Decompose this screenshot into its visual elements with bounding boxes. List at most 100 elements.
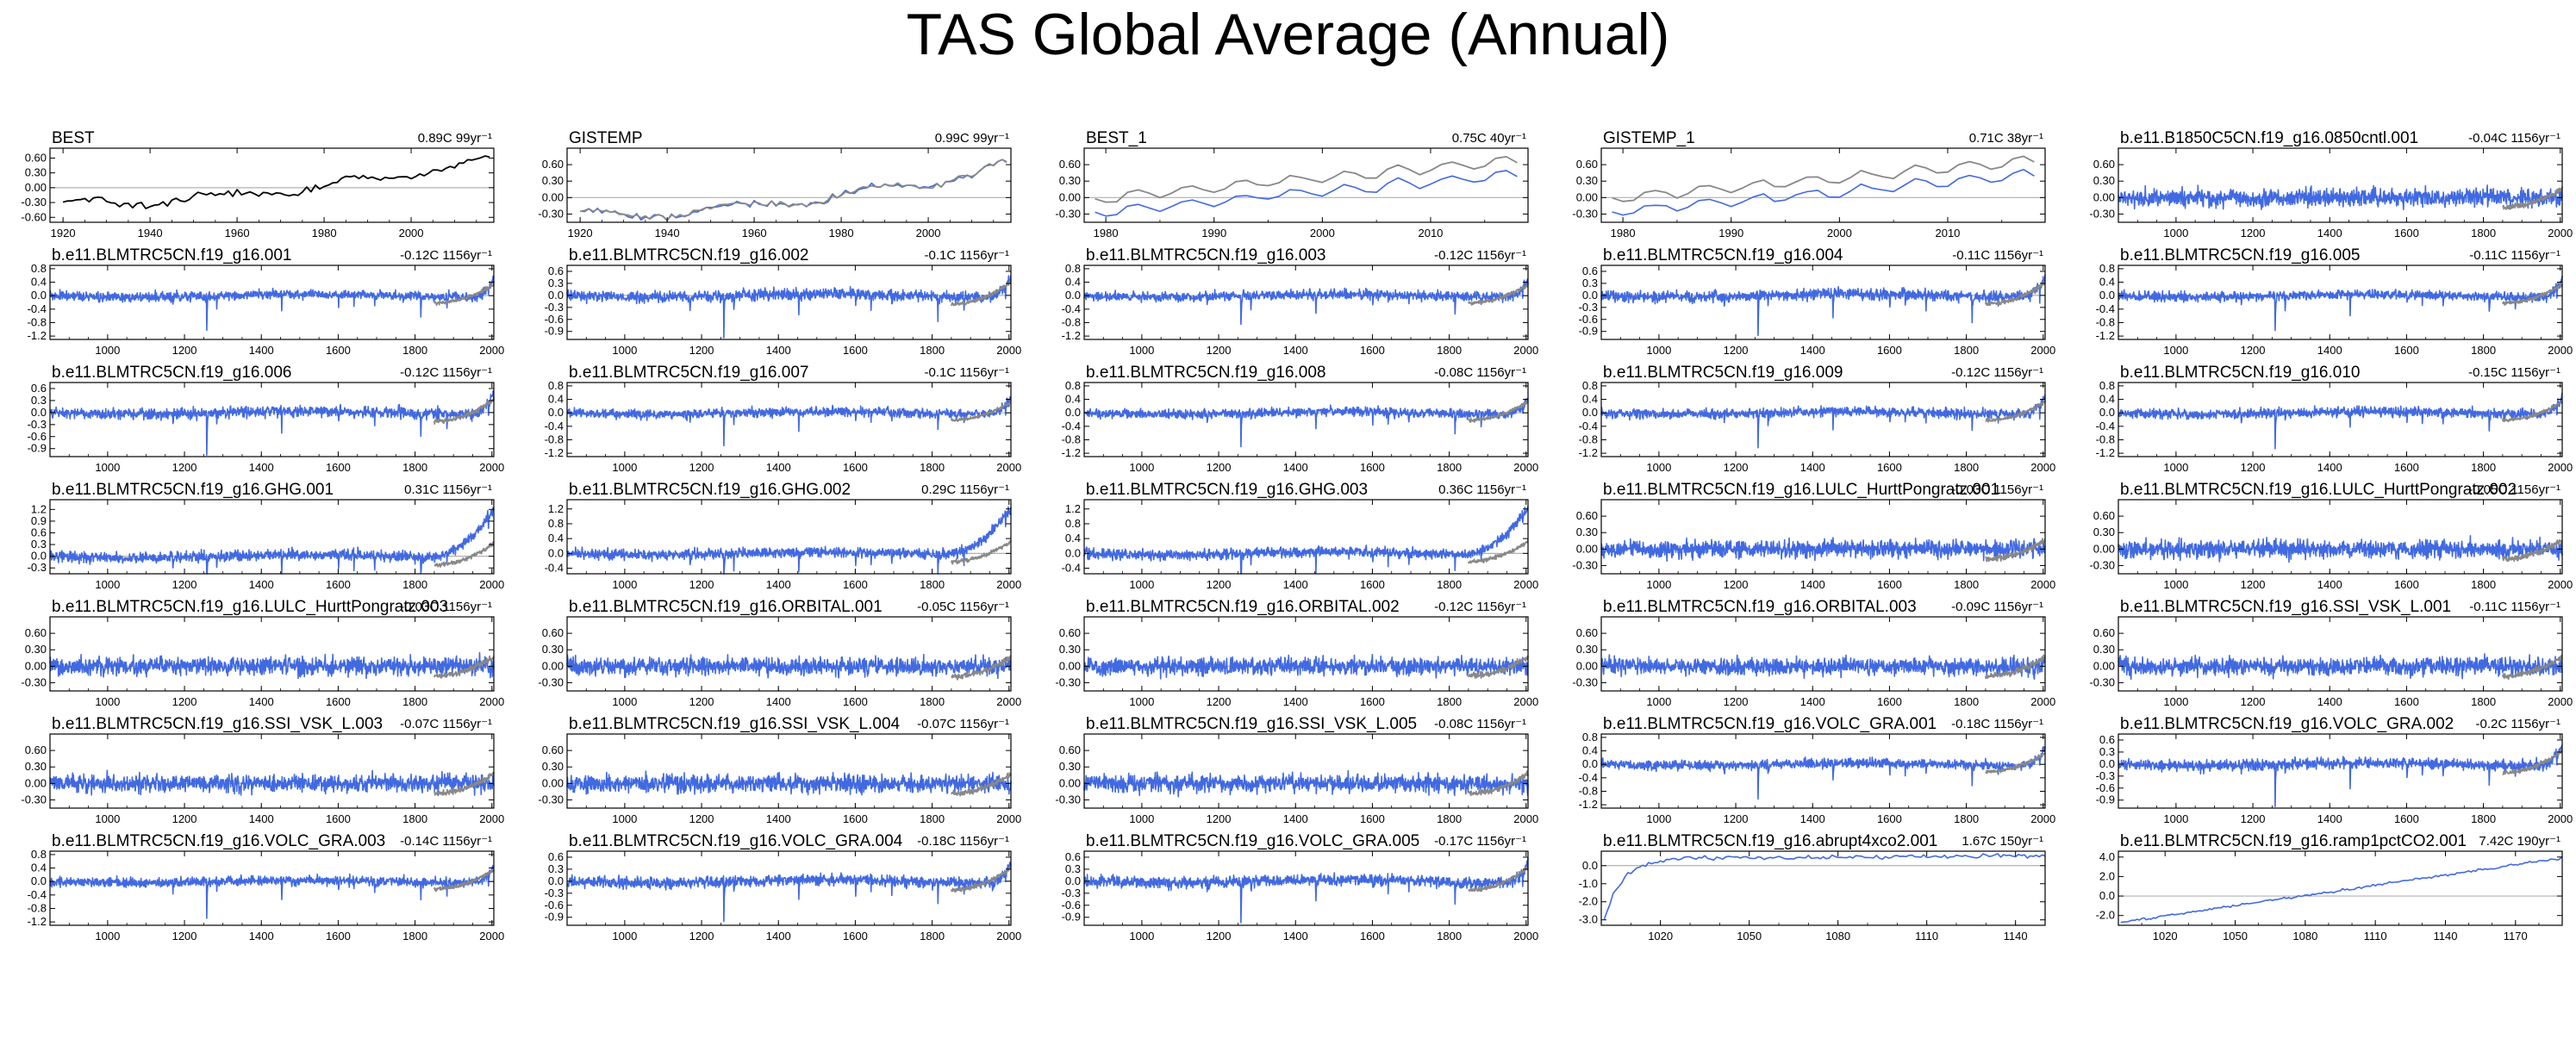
chart-panel: b.e11.BLMTRC5CN.f19_g16.004 -0.11C 1156yr…: [1560, 240, 2060, 360]
x-tick-label: 1800: [2471, 344, 2496, 357]
y-tick-label: 0.0: [31, 289, 47, 302]
x-tick-label: 1600: [1877, 578, 1902, 591]
x-tick-label: 2000: [479, 344, 504, 357]
x-tick-label: 1400: [766, 578, 791, 591]
y-tick-label: -1.2: [1579, 446, 1598, 459]
y-tick-label: 0.0: [2099, 889, 2115, 902]
y-tick-label: 0.00: [542, 190, 564, 203]
y-tick-label: 0.60: [25, 743, 47, 756]
panel-title: BEST: [52, 129, 95, 147]
panel-trend: -0.08C 1156yr⁻¹: [1434, 365, 1526, 380]
observation-series-line: [2502, 186, 2563, 210]
model-series-line: [1612, 168, 2035, 216]
y-tick-label: 0.0: [2099, 289, 2115, 302]
x-tick-label: 1400: [1283, 461, 1308, 474]
panel-title: b.e11.BLMTRC5CN.f19_g16.ORBITAL.001: [569, 598, 883, 616]
x-tick-label: 1600: [1877, 461, 1902, 474]
chart-svg: b.e11.BLMTRC5CN.f19_g16.002 -0.1C 1156yr⁻…: [545, 246, 1022, 357]
chart-svg: b.e11.BLMTRC5CN.f19_g16.004 -0.11C 1156yr…: [1579, 246, 2056, 357]
model-series-line: [49, 390, 495, 456]
y-tick-label: -0.3: [1062, 887, 1081, 899]
x-tick-label: 1200: [1207, 461, 1232, 474]
x-tick-label: 1000: [95, 812, 120, 825]
chart-panel: b.e11.BLMTRC5CN.f19_g16.VOLC_GRA.003 -0.1…: [9, 825, 508, 946]
x-tick-label: 1400: [766, 930, 791, 943]
y-tick-label: -0.30: [1572, 675, 1598, 688]
x-tick-label: 1600: [326, 812, 351, 825]
x-tick-label: 1200: [689, 344, 714, 357]
panel-title: BEST_1: [1086, 129, 1147, 147]
y-tick-label: 0.8: [548, 379, 564, 392]
chart-panel: b.e11.BLMTRC5CN.f19_g16.LULC_HurttPongra…: [2077, 474, 2576, 594]
observation-series-line: [1985, 752, 2046, 775]
chart-svg: BEST 0.89C 99yr⁻¹ 0.60 0.30 0.00 -0.30 -0.60 19…: [21, 129, 495, 240]
x-tick-label: 1020: [2153, 930, 2178, 943]
x-tick-label: 1800: [1954, 578, 1979, 591]
observation-series-line: [433, 283, 495, 306]
y-tick-label: -1.2: [2096, 329, 2115, 342]
x-tick-label: 1400: [2317, 227, 2342, 240]
observation-series-line: [951, 280, 1012, 307]
chart-svg: b.e11.BLMTRC5CN.f19_g16.ORBITAL.001 -0.05…: [538, 598, 1021, 708]
observation-series-line: [2502, 654, 2563, 681]
panel-trend: -0.18C 1156yr⁻¹: [1951, 717, 2043, 731]
y-tick-label: 0.30: [25, 166, 47, 179]
plot-frame: [1600, 850, 2046, 926]
x-tick-label: 1920: [51, 227, 76, 240]
x-tick-label: 1600: [1877, 344, 1902, 357]
y-tick-label: -0.4: [28, 888, 47, 901]
y-tick-label: -1.2: [1579, 798, 1598, 811]
x-tick-label: 1400: [1800, 812, 1825, 825]
x-tick-label: 1800: [2471, 227, 2496, 240]
y-tick-label: 0.0: [548, 546, 564, 559]
panel-trend: -0.07C 1156yr⁻¹: [917, 717, 1009, 731]
panel-trend: 1.67C 150yr⁻¹: [1962, 834, 2043, 849]
x-tick-label: 1600: [326, 695, 351, 708]
x-tick-label: 1600: [1360, 578, 1385, 591]
x-tick-label: 1200: [2241, 578, 2266, 591]
x-tick-label: 1000: [1646, 344, 1671, 357]
y-tick-label: 0.0: [31, 550, 47, 563]
x-tick-label: 1400: [1283, 812, 1308, 825]
plot-frame: [49, 850, 495, 926]
x-tick-label: 1200: [1724, 578, 1749, 591]
y-tick-label: -0.3: [545, 887, 564, 899]
x-tick-label: 1600: [1360, 344, 1385, 357]
observation-series-line: [62, 155, 490, 209]
observation-series-line: [1095, 156, 1518, 203]
y-tick-label: -0.8: [2096, 315, 2115, 328]
y-tick-label: -0.4: [1579, 420, 1598, 432]
chart-svg: b.e11.BLMTRC5CN.f19_g16.008 -0.08C 1156yr…: [1062, 364, 1539, 474]
x-tick-label: 1980: [1611, 227, 1636, 240]
chart-panel: BEST 0.89C 99yr⁻¹ 0.60 0.30 0.00 -0.30 -0.60 19…: [9, 122, 508, 243]
x-tick-label: 1000: [2163, 578, 2188, 591]
panel-title: b.e11.BLMTRC5CN.f19_g16.ORBITAL.002: [1086, 598, 1400, 616]
panel-title: b.e11.BLMTRC5CN.f19_g16.006: [52, 364, 291, 382]
x-tick-label: 1980: [829, 227, 854, 240]
plot-frame: [1083, 382, 1529, 457]
chart-panel: b.e11.BLMTRC5CN.f19_g16.SSI_VSK_L.003 -0.…: [9, 708, 508, 829]
y-tick-label: 1.2: [548, 502, 564, 515]
x-tick-label: 1400: [1283, 695, 1308, 708]
y-tick-label: -0.8: [545, 432, 564, 445]
x-tick-label: 1000: [612, 930, 637, 943]
chart-svg: b.e11.BLMTRC5CN.f19_g16.SSI_VSK_L.001 -0.…: [2089, 598, 2573, 708]
x-tick-label: 1000: [1129, 695, 1154, 708]
y-tick-label: -0.8: [1579, 784, 1598, 797]
x-tick-label: 1600: [326, 578, 351, 591]
chart-svg: b.e11.BLMTRC5CN.f19_g16.ramp1pctCO2.001 7…: [2096, 832, 2563, 943]
panel-trend: -0.1C 1156yr⁻¹: [924, 365, 1009, 380]
y-tick-label: -2.0: [2096, 909, 2115, 922]
y-tick-label: 0.3: [548, 277, 564, 289]
observation-series-line: [951, 866, 1012, 893]
chart-svg: b.e11.BLMTRC5CN.f19_g16.GHG.003 0.36C 115…: [1062, 481, 1539, 591]
panel-title: b.e11.BLMTRC5CN.f19_g16.008: [1086, 364, 1325, 382]
y-tick-label: 0.3: [1065, 862, 1081, 875]
panel-trend: -0.11C 1156yr⁻¹: [2469, 600, 2560, 614]
chart-panel: b.e11.BLMTRC5CN.f19_g16.005 -0.11C 1156yr…: [2077, 240, 2576, 360]
panel-trend: -0.09C 1156yr⁻¹: [1951, 600, 2043, 614]
panel-trend: -0.12C 1156yr⁻¹: [400, 365, 492, 380]
x-tick-label: 1600: [843, 578, 868, 591]
y-tick-label: -0.4: [2096, 420, 2115, 432]
y-tick-label: 0.0: [548, 289, 564, 302]
